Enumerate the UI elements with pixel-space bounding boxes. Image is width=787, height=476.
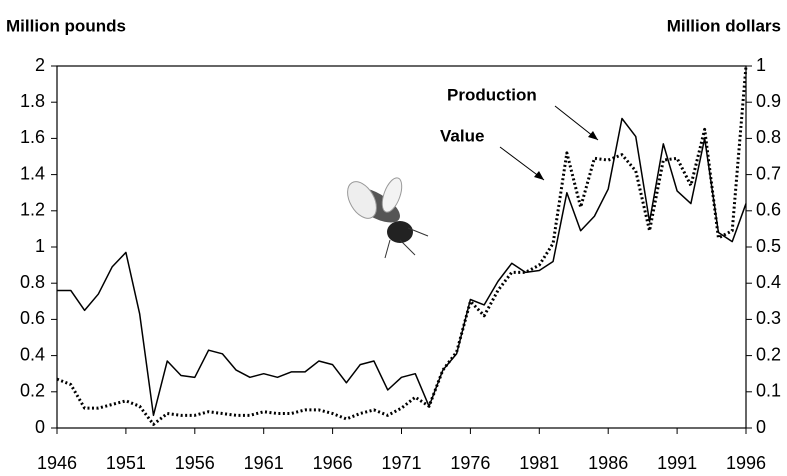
y-tick-label: 1.2	[20, 200, 45, 220]
x-tick-label: 1966	[313, 453, 353, 473]
x-tick-label: 1991	[657, 453, 697, 473]
y-axis-label: Million pounds	[6, 16, 126, 35]
annotation: Production	[447, 85, 537, 104]
y2-tick-label: 1	[756, 55, 766, 75]
y-tick-label: 0.2	[20, 381, 45, 401]
annotation-arrowhead	[588, 131, 598, 140]
x-tick-label: 1981	[519, 453, 559, 473]
y-tick-label: 0.8	[20, 272, 45, 292]
y2-tick-label: 0.1	[756, 381, 781, 401]
x-tick-label: 1946	[37, 453, 77, 473]
y2-tick-label: 0.6	[756, 200, 781, 220]
y-tick-label: 1.6	[20, 127, 45, 147]
y-tick-label: 0.4	[20, 344, 45, 364]
plot-frame	[57, 66, 746, 428]
y2-tick-label: 0	[756, 417, 766, 437]
y2-tick-label: 0.4	[756, 272, 781, 292]
y2-axis-label: Million dollars	[667, 16, 781, 35]
y2-tick-label: 0.7	[756, 163, 781, 183]
x-tick-label: 1996	[726, 453, 766, 473]
y2-tick-label: 0.8	[756, 127, 781, 147]
bee-illustration	[342, 175, 428, 258]
y2-tick-label: 0.9	[756, 91, 781, 111]
y2-tick-label: 0.3	[756, 308, 781, 328]
y-tick-label: 0.6	[20, 308, 45, 328]
y-tick-label: 1.8	[20, 91, 45, 111]
x-tick-label: 1961	[244, 453, 284, 473]
y2-tick-label: 0.5	[756, 236, 781, 256]
chart: Million pounds Million dollars Productio…	[0, 0, 787, 476]
line-series	[57, 118, 746, 415]
annotation: Value	[440, 126, 484, 145]
x-tick-label: 1951	[106, 453, 146, 473]
y-tick-label: 2	[35, 55, 45, 75]
y2-tick-label: 0.2	[756, 344, 781, 364]
y-tick-label: 1	[35, 236, 45, 256]
line-series	[57, 66, 746, 424]
y-tick-label: 1.4	[20, 163, 45, 183]
x-tick-label: 1986	[588, 453, 628, 473]
annotation-arrowhead	[534, 171, 544, 180]
x-tick-label: 1971	[381, 453, 421, 473]
x-tick-label: 1976	[450, 453, 490, 473]
x-tick-label: 1956	[175, 453, 215, 473]
y-tick-label: 0	[35, 417, 45, 437]
